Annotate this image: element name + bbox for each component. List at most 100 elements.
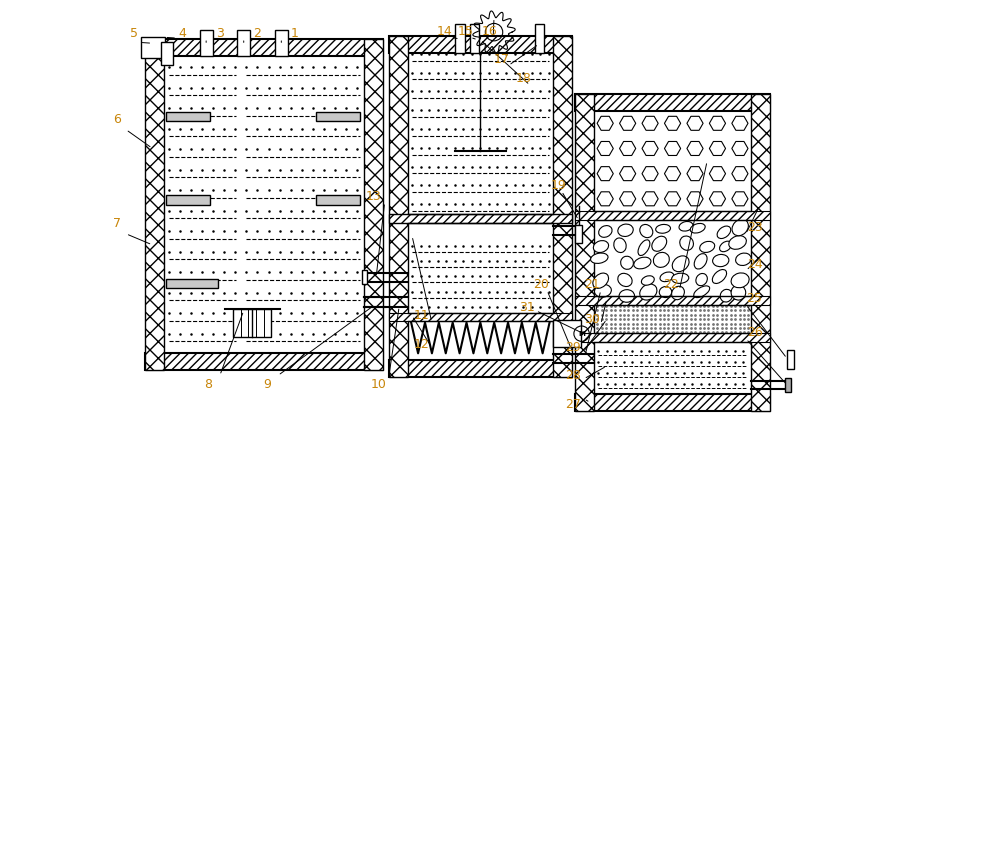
Ellipse shape [594,285,611,297]
Bar [785,378,791,392]
Text: 8: 8 [204,378,212,391]
Bar [145,39,383,56]
Polygon shape [642,192,658,206]
Text: 14: 14 [437,25,452,38]
Polygon shape [732,141,748,155]
Ellipse shape [690,224,705,233]
Polygon shape [620,117,636,130]
Ellipse shape [640,225,653,237]
Ellipse shape [621,256,633,269]
Ellipse shape [634,257,651,269]
Ellipse shape [656,225,671,233]
Text: 10: 10 [371,378,387,391]
Bar [575,212,770,220]
Text: 4: 4 [178,27,186,40]
Text: 21: 21 [584,279,600,291]
Bar [553,320,581,347]
Text: 19: 19 [550,178,566,192]
Text: 12: 12 [414,339,429,351]
Ellipse shape [680,236,693,250]
Bar [389,360,572,377]
Polygon shape [597,192,613,206]
Text: 1: 1 [291,27,299,40]
Polygon shape [709,141,726,155]
Bar [553,35,572,377]
Bar [389,313,572,321]
Text: 28: 28 [565,369,581,382]
Ellipse shape [694,254,707,269]
Polygon shape [597,166,613,181]
Text: 29: 29 [565,341,580,354]
Polygon shape [642,117,658,130]
Bar [575,225,582,243]
Bar [316,195,360,205]
Ellipse shape [679,221,693,231]
Bar [389,214,572,224]
Polygon shape [732,166,748,181]
Polygon shape [687,166,703,181]
Bar [594,111,751,394]
Text: 18: 18 [516,72,532,85]
Ellipse shape [599,225,612,237]
Bar [575,297,770,305]
Text: 24: 24 [747,258,762,271]
Text: 27: 27 [565,399,581,411]
Bar [575,93,594,411]
Polygon shape [732,192,748,206]
Ellipse shape [731,285,746,300]
Bar [787,350,794,369]
Polygon shape [620,166,636,181]
Ellipse shape [619,290,635,303]
Text: 5: 5 [130,27,138,40]
Polygon shape [709,117,726,130]
Polygon shape [687,141,703,155]
Ellipse shape [712,270,727,284]
Bar [200,31,213,56]
Bar [237,31,250,56]
Text: 13: 13 [366,189,381,202]
Bar [141,37,165,57]
Ellipse shape [614,238,626,253]
Text: 9: 9 [264,378,272,391]
Ellipse shape [696,273,707,285]
Bar [362,270,367,285]
Text: 31: 31 [519,301,535,314]
Bar [575,394,770,411]
Polygon shape [664,192,681,206]
Bar [166,195,210,205]
Polygon shape [597,141,613,155]
Ellipse shape [653,252,669,267]
Ellipse shape [640,284,657,300]
Bar [145,353,383,370]
Bar [145,39,164,370]
Bar [535,25,544,52]
Ellipse shape [618,224,633,237]
Ellipse shape [652,237,667,251]
Bar [408,52,553,360]
Ellipse shape [729,236,746,249]
Bar [594,111,751,212]
Ellipse shape [638,240,650,255]
Text: 26: 26 [747,327,762,339]
Text: 7: 7 [113,217,121,230]
Text: 16: 16 [482,25,498,38]
Text: 2: 2 [253,27,261,40]
Ellipse shape [717,226,731,238]
Polygon shape [664,141,681,155]
Polygon shape [732,117,748,130]
Ellipse shape [694,286,710,297]
Bar [166,112,210,122]
Text: 6: 6 [113,113,121,126]
Bar [751,93,770,411]
Ellipse shape [659,286,672,297]
Text: M: M [578,331,585,337]
Text: 3: 3 [216,27,224,40]
Ellipse shape [618,273,632,286]
Ellipse shape [720,241,732,252]
Ellipse shape [591,253,608,263]
Polygon shape [687,192,703,206]
Ellipse shape [641,276,654,285]
Text: 23: 23 [747,221,762,234]
Text: 25: 25 [747,292,762,305]
Ellipse shape [660,272,674,282]
